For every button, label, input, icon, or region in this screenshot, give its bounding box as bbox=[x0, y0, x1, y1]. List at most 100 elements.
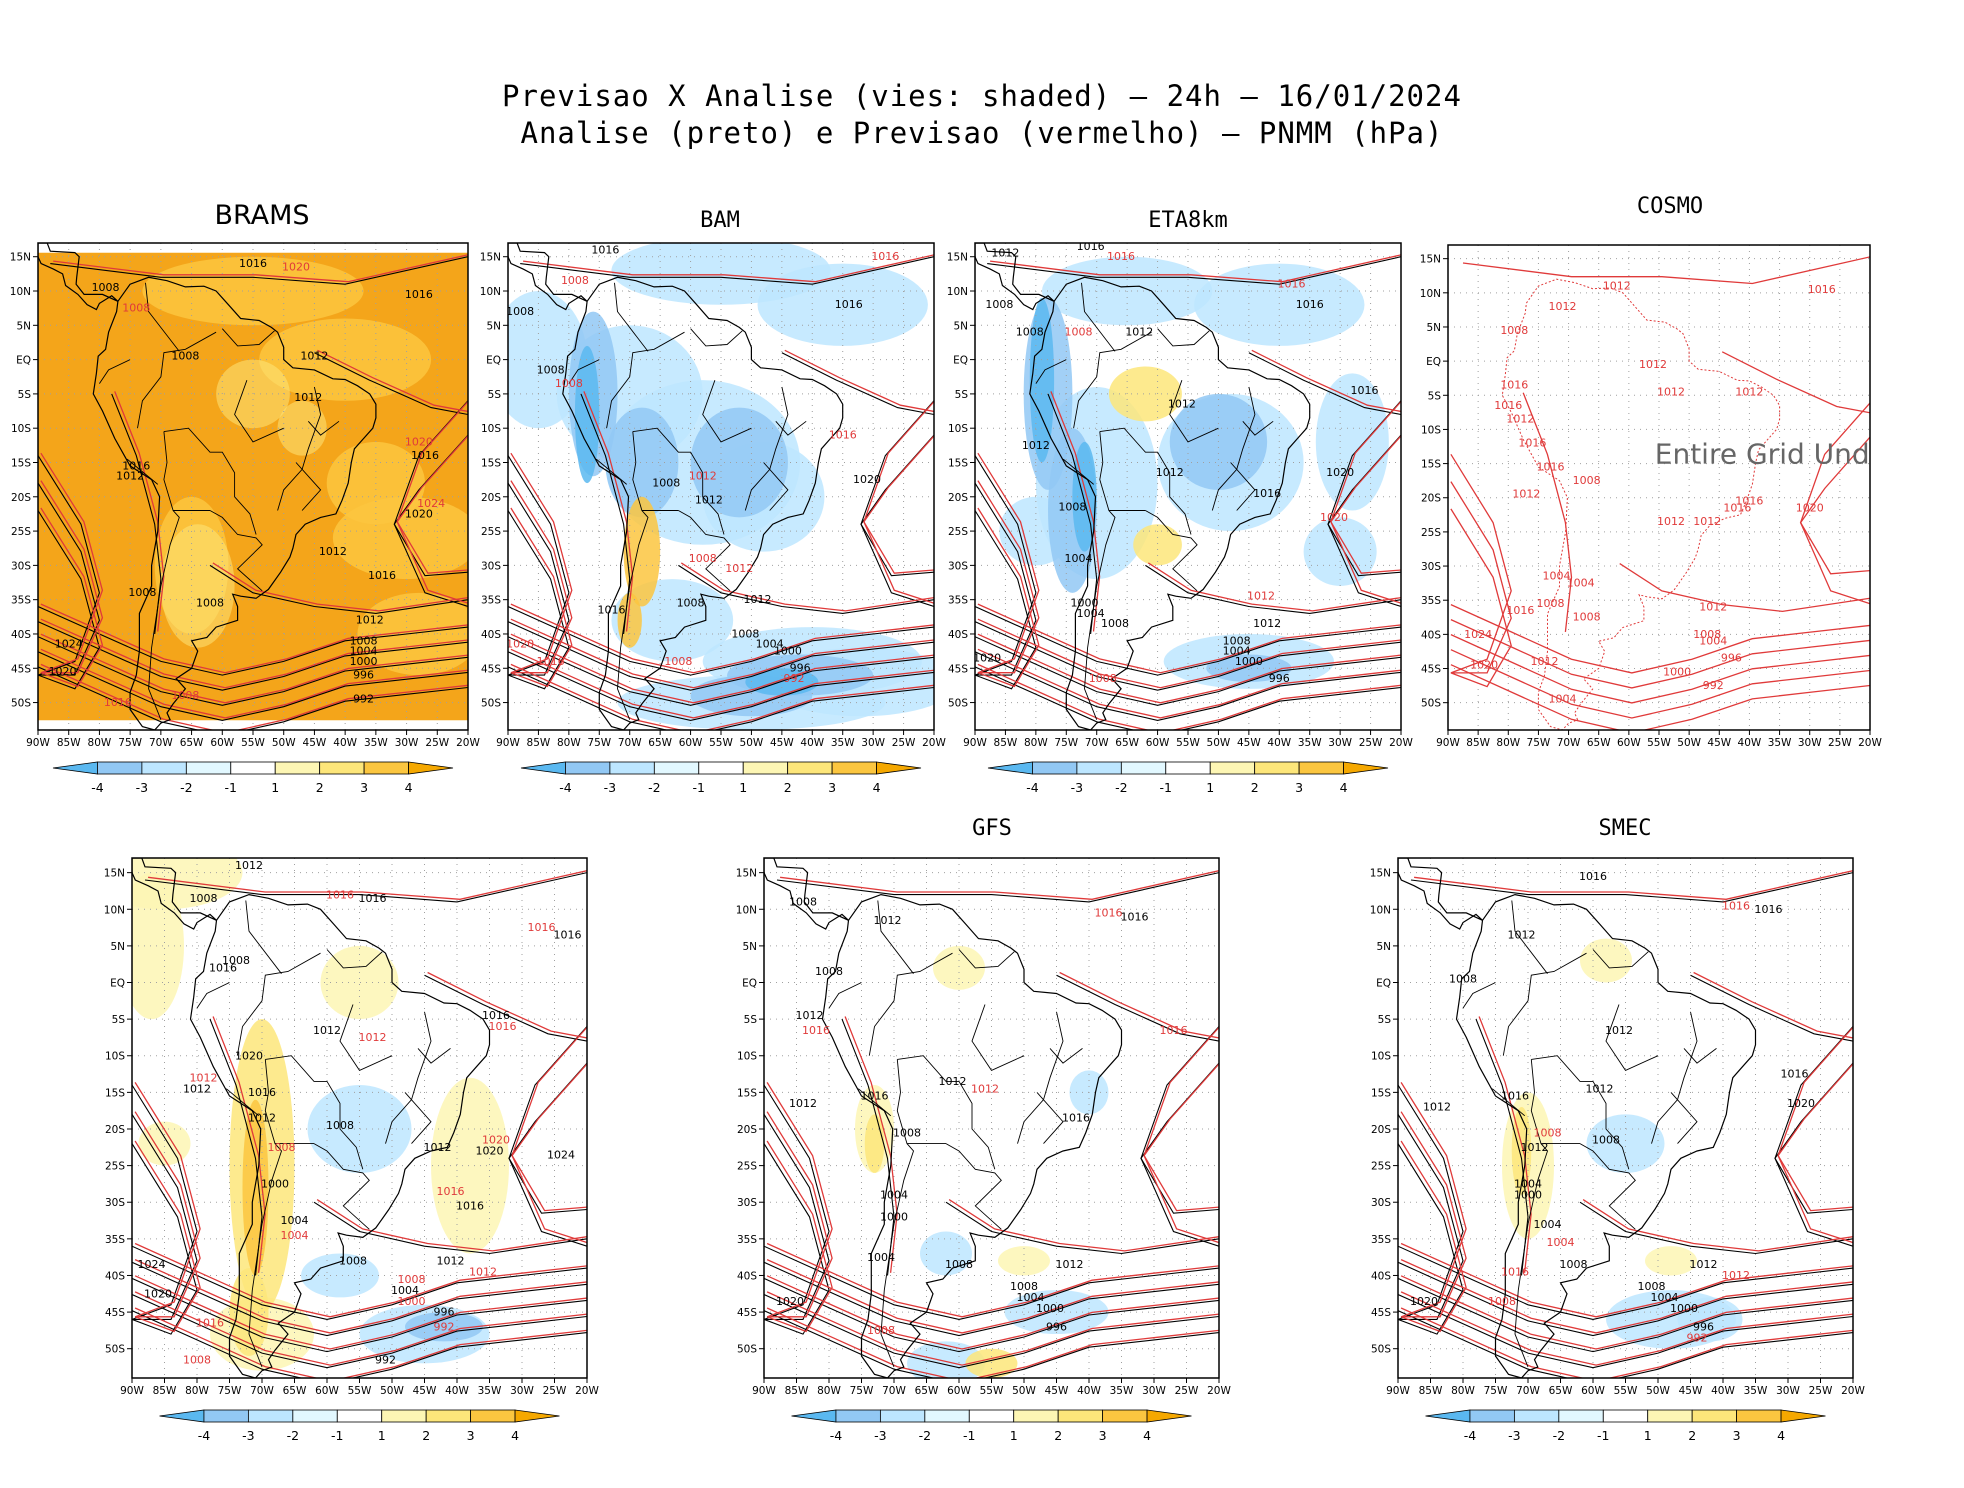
isobar-label: 1004 bbox=[756, 638, 784, 651]
isobar-label: 1008 bbox=[339, 1254, 367, 1267]
isobar-label: 1008 bbox=[171, 689, 199, 702]
lat-tick-label: 15S bbox=[948, 457, 968, 469]
isobar-label: 1008 bbox=[789, 896, 817, 909]
lon-tick-label: 65W bbox=[180, 737, 204, 749]
lat-tick-label: 40S bbox=[1421, 629, 1441, 641]
isobar-label: 1004 bbox=[1017, 1291, 1045, 1304]
isobar-label: 1012 bbox=[1657, 515, 1685, 528]
lat-tick-label: 20S bbox=[1421, 493, 1441, 505]
lat-tick-label: 5S bbox=[18, 389, 32, 401]
isobar-label: 1000 bbox=[350, 655, 378, 668]
isobar-label: 1016 bbox=[1095, 907, 1123, 920]
isobar-lines bbox=[1450, 256, 1870, 730]
isobar-label: 1012 bbox=[1605, 1024, 1633, 1037]
lon-tick-label: 85W bbox=[1419, 1385, 1443, 1397]
lon-tick-label: 80W bbox=[88, 737, 112, 749]
lon-tick-label: 25W bbox=[543, 1385, 567, 1397]
isobar-label: 1000 bbox=[1514, 1189, 1542, 1202]
isobar-lines bbox=[975, 254, 1401, 730]
isobar-label: 996 bbox=[434, 1306, 455, 1319]
isobar-label: 1008 bbox=[222, 954, 250, 967]
lon-tick-label: 65W bbox=[1115, 737, 1139, 749]
colorbar-label: -2 bbox=[180, 780, 192, 795]
colorbar-label: -3 bbox=[604, 780, 616, 795]
lat-tick-label: 20S bbox=[11, 492, 31, 504]
map-area: 1016101610081016100810081008101610201008… bbox=[508, 243, 934, 730]
colorbar-label: -2 bbox=[1115, 780, 1127, 795]
isobar-label: 1012 bbox=[116, 470, 144, 483]
isobar-label: 1008 bbox=[664, 655, 692, 668]
lat-tick-label: 5N bbox=[16, 320, 31, 332]
isobar-label: 992 bbox=[1703, 679, 1724, 692]
coastlines bbox=[764, 858, 1123, 1378]
isobar-label: 1012 bbox=[939, 1075, 967, 1088]
lon-tick-label: 70W bbox=[149, 737, 173, 749]
isobar-label: 1000 bbox=[1036, 1302, 1064, 1315]
isobar-label: 1008 bbox=[196, 597, 224, 610]
lat-tick-label: 15S bbox=[1371, 1087, 1391, 1099]
isobar-label: 1008 bbox=[1010, 1280, 1038, 1293]
isobar-label: 1012 bbox=[1549, 300, 1577, 313]
isobar-label: 1004 bbox=[281, 1229, 309, 1242]
colorbar-label: -4 bbox=[559, 780, 572, 795]
lat-tick-label: 25S bbox=[1421, 527, 1441, 539]
isobar-label: 1016 bbox=[1808, 283, 1836, 296]
lon-tick-label: 50W bbox=[1677, 737, 1701, 749]
isobar-label: 1012 bbox=[1586, 1082, 1614, 1095]
lat-tick-label: 25S bbox=[737, 1161, 757, 1173]
isobar-label: 1008 bbox=[1536, 597, 1564, 610]
isobar-label: 1004 bbox=[1699, 635, 1727, 648]
lon-tick-label: 45W bbox=[1237, 737, 1261, 749]
isobar-label: 1016 bbox=[248, 1086, 276, 1099]
lat-tick-label: 35S bbox=[1371, 1234, 1391, 1246]
title-line-2: Analise (preto) e Previsao (vermelho) — … bbox=[520, 116, 1444, 150]
isobar-label: 1016 bbox=[1501, 1090, 1529, 1103]
lon-tick-label: 40W bbox=[1267, 737, 1291, 749]
isobar-label: 1016 bbox=[1062, 1112, 1090, 1125]
map-panel-smec: 1016 1016 1016 1012 1008 1012 1016 1012 1016 1012… bbox=[1370, 857, 1865, 1443]
isobar-label: 1016 bbox=[1500, 378, 1528, 391]
isobar-label: 1012 bbox=[294, 391, 322, 404]
lon-tick-label: 20W bbox=[1841, 1385, 1865, 1397]
colorbar-label: 1 bbox=[1206, 780, 1214, 795]
isobar-label: 1024 bbox=[1464, 628, 1492, 641]
lon-tick-label: 90W bbox=[120, 1385, 144, 1397]
isobar-label: 1012 bbox=[319, 545, 347, 558]
lon-tick-label: 55W bbox=[1176, 737, 1200, 749]
isobar-label: 996 bbox=[1693, 1320, 1714, 1333]
isobar-label: 1020 bbox=[405, 507, 433, 520]
isobar-label: 1008 bbox=[1064, 326, 1092, 339]
colorbar-label: -1 bbox=[225, 780, 237, 795]
lat-tick-label: 10S bbox=[105, 1051, 125, 1063]
lon-tick-label: 75W bbox=[850, 1385, 874, 1397]
lat-tick-label: 15S bbox=[1421, 459, 1441, 471]
isobar-label: 1008 bbox=[326, 1119, 354, 1132]
lon-tick-label: 75W bbox=[218, 1385, 242, 1397]
isobar-label: 1008 bbox=[985, 298, 1013, 311]
lat-tick-label: 40S bbox=[481, 629, 501, 641]
lon-tick-label: 60W bbox=[1146, 737, 1170, 749]
lat-tick-label: 5N bbox=[742, 941, 757, 953]
lon-tick-label: 25W bbox=[425, 737, 449, 749]
lon-tick-label: 55W bbox=[348, 1385, 372, 1397]
lon-tick-label: 30W bbox=[1776, 1385, 1800, 1397]
lon-tick-label: 75W bbox=[1527, 737, 1551, 749]
isobar-label: 1020 bbox=[144, 1287, 172, 1300]
lon-tick-label: 70W bbox=[250, 1385, 274, 1397]
isobar-label: 1016 bbox=[591, 243, 619, 256]
isobar-label: 1016 bbox=[802, 1024, 830, 1037]
lat-tick-label: EQ bbox=[110, 978, 125, 990]
isobar-label: 1012 bbox=[235, 859, 263, 872]
panel-title-eta8km: ETA8km bbox=[1148, 208, 1228, 233]
colorbar: -4 -3 -2 -1 1 2 3 4 bbox=[520, 761, 922, 795]
lat-tick-label: 45S bbox=[481, 663, 501, 675]
axis-labels: 15N 10N 5N EQ 5S 10S 15S 20S 25S 30S 35S 40S 45S 50S 9… bbox=[947, 252, 1414, 749]
colorbar-label: -3 bbox=[136, 780, 148, 795]
isobar-label: 1000 bbox=[1670, 1302, 1698, 1315]
isobar-label: 1008 bbox=[1638, 1280, 1666, 1293]
lat-tick-label: 5S bbox=[112, 1014, 126, 1026]
axis-labels: 15N 10N 5N EQ 5S 10S 15S 20S 25S 30S 35S 40S 45S 50S 9… bbox=[480, 252, 947, 749]
